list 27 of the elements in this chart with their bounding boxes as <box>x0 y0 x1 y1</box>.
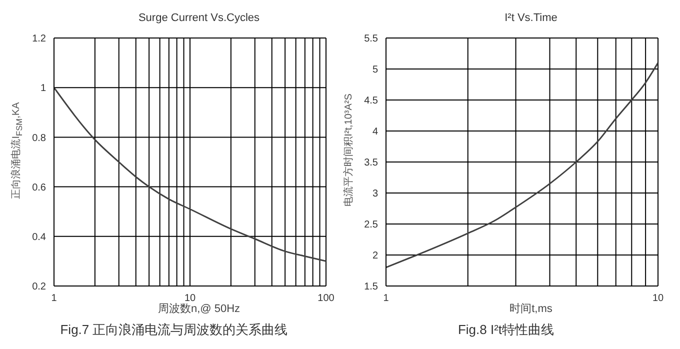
caption: Fig.7 正向浪涌电流与周波数的关系曲线 <box>59 321 289 339</box>
y-tick-label: 0.8 <box>32 132 46 144</box>
y-tick-label: 4 <box>372 126 378 138</box>
y-tick-label: 3 <box>372 188 378 200</box>
y-tick-label: 5.5 <box>364 34 378 45</box>
y-tick-label: 1.5 <box>364 282 378 293</box>
y-tick-label: 5 <box>372 64 378 76</box>
x-axis-title: 周波数n,@ 50Hz <box>158 303 240 315</box>
x-tick-label: 1 <box>51 293 58 304</box>
y-tick-label: 2.5 <box>364 220 378 231</box>
chart-title: Surge Current Vs.Cycles <box>137 12 261 24</box>
y-axis-title: 电流平方时间积I²t,10³A²S <box>342 94 355 206</box>
x-axis-title: 时间t,ms <box>510 303 552 315</box>
x-tick-label: 10 <box>184 293 196 304</box>
caption: Fig.8 I²t特性曲线 <box>456 321 556 339</box>
y-tick-label: 2 <box>372 250 378 262</box>
chart-title: I²t Vs.Time <box>504 12 558 24</box>
y-tick-label: 4.5 <box>364 96 378 107</box>
x-tick-label: 1 <box>383 293 390 304</box>
y-tick-label: 0.4 <box>32 232 46 243</box>
y-tick-label: 1 <box>40 83 46 94</box>
y-tick-label: 0.2 <box>32 282 46 293</box>
y-tick-label: 3.5 <box>364 158 378 169</box>
x-tick-label: 10 <box>652 293 664 304</box>
y-tick-label: 0.6 <box>32 182 46 194</box>
y-tick-label: 1.2 <box>32 34 46 45</box>
x-tick-label: 100 <box>318 293 335 304</box>
